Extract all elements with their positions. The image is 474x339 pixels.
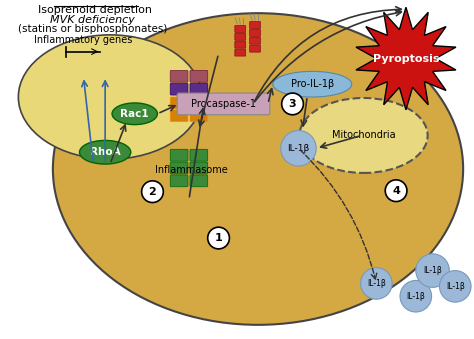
Text: IL-1β: IL-1β: [287, 144, 310, 153]
FancyBboxPatch shape: [170, 162, 188, 174]
Text: Procaspase-1: Procaspase-1: [191, 99, 256, 109]
Circle shape: [281, 131, 316, 166]
FancyBboxPatch shape: [190, 110, 208, 122]
FancyBboxPatch shape: [250, 45, 261, 52]
Text: 4: 4: [392, 186, 400, 196]
FancyBboxPatch shape: [170, 149, 188, 161]
Text: Inflammasome: Inflammasome: [155, 165, 228, 175]
FancyBboxPatch shape: [250, 37, 261, 44]
Text: RhoA: RhoA: [90, 147, 120, 157]
Circle shape: [282, 93, 303, 115]
Text: IL-1β: IL-1β: [446, 282, 465, 291]
FancyBboxPatch shape: [170, 97, 188, 109]
Text: 2: 2: [149, 187, 156, 197]
FancyBboxPatch shape: [235, 41, 246, 48]
Ellipse shape: [300, 98, 428, 173]
FancyBboxPatch shape: [190, 175, 208, 187]
Text: Pyroptosis: Pyroptosis: [373, 54, 439, 63]
Ellipse shape: [112, 103, 157, 125]
Circle shape: [416, 254, 449, 287]
Text: MVK deficiency: MVK deficiency: [50, 15, 135, 25]
FancyBboxPatch shape: [190, 149, 208, 161]
Circle shape: [385, 180, 407, 202]
FancyBboxPatch shape: [235, 49, 246, 56]
Text: IL-1β: IL-1β: [406, 292, 425, 301]
Text: IL-1β: IL-1β: [423, 266, 442, 275]
Circle shape: [142, 181, 164, 202]
FancyBboxPatch shape: [170, 83, 188, 95]
FancyBboxPatch shape: [250, 29, 261, 36]
FancyBboxPatch shape: [190, 162, 208, 174]
Text: (statins or bisphosphonates): (statins or bisphosphonates): [18, 24, 167, 34]
FancyBboxPatch shape: [170, 175, 188, 187]
FancyBboxPatch shape: [170, 71, 188, 82]
Circle shape: [400, 280, 432, 312]
FancyBboxPatch shape: [235, 25, 246, 33]
Circle shape: [208, 227, 229, 249]
Text: Mitochondria: Mitochondria: [332, 131, 395, 140]
Circle shape: [361, 267, 392, 299]
Text: 1: 1: [215, 233, 222, 243]
Text: 3: 3: [289, 99, 296, 109]
Text: Rac1: Rac1: [120, 109, 149, 119]
Text: IL-1β: IL-1β: [367, 279, 386, 288]
Text: Pro-IL-1β: Pro-IL-1β: [291, 79, 334, 89]
FancyBboxPatch shape: [190, 97, 208, 109]
Ellipse shape: [53, 13, 463, 325]
Text: Isoprenoid depletion: Isoprenoid depletion: [38, 5, 152, 15]
FancyBboxPatch shape: [250, 22, 261, 28]
Polygon shape: [356, 7, 456, 110]
Ellipse shape: [273, 72, 352, 97]
Ellipse shape: [80, 140, 131, 164]
FancyBboxPatch shape: [177, 93, 270, 115]
FancyBboxPatch shape: [235, 34, 246, 40]
FancyBboxPatch shape: [190, 83, 208, 95]
FancyBboxPatch shape: [190, 71, 208, 82]
Circle shape: [439, 271, 471, 302]
FancyBboxPatch shape: [170, 110, 188, 122]
Ellipse shape: [18, 35, 202, 159]
Text: Inflammatory genes: Inflammatory genes: [34, 35, 133, 45]
